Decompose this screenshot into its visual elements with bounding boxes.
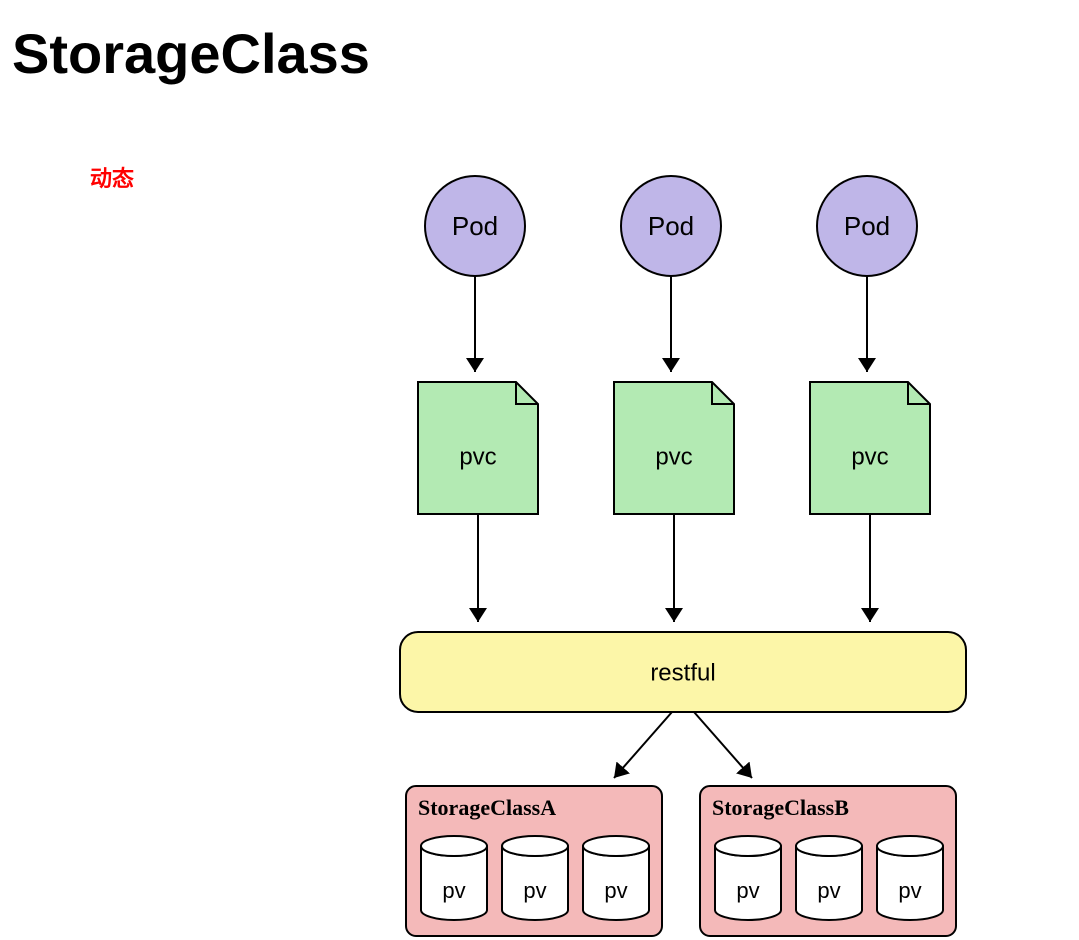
arrow-restful-to-sc xyxy=(694,712,752,778)
diagram-svg: StorageClass 动态 Pod Pod Pod pvc pvc pvc restful S… xyxy=(0,0,1079,940)
pv-label: pv xyxy=(736,878,759,903)
pv-cylinder: pv xyxy=(715,836,781,920)
pvc-node: pvc xyxy=(614,382,734,514)
pvc-label: pvc xyxy=(459,443,496,470)
restful-label: restful xyxy=(650,659,715,686)
pv-label: pv xyxy=(523,878,546,903)
pod-node: Pod xyxy=(817,176,917,276)
pv-cylinder: pv xyxy=(421,836,487,920)
pv-cylinder: pv xyxy=(796,836,862,920)
pvc-label: pvc xyxy=(655,443,692,470)
pod-label: Pod xyxy=(452,211,498,241)
pv-label: pv xyxy=(898,878,921,903)
pv-label: pv xyxy=(442,878,465,903)
page: StorageClass 动态 Pod Pod Pod pvc pvc pvc restful S… xyxy=(0,0,1079,940)
pod-node: Pod xyxy=(621,176,721,276)
subtitle-dynamic: 动态 xyxy=(90,166,134,191)
restful-node: restful xyxy=(400,632,966,712)
pv-label: pv xyxy=(604,878,627,903)
pv-label: pv xyxy=(817,878,840,903)
pv-cylinder: pv xyxy=(583,836,649,920)
pv-cylinder: pv xyxy=(877,836,943,920)
page-title: StorageClass xyxy=(12,22,370,85)
pod-node: Pod xyxy=(425,176,525,276)
storage-class-node: StorageClassA pv pv pv xyxy=(406,786,662,936)
storage-class-title: StorageClassB xyxy=(712,795,849,820)
pv-cylinder: pv xyxy=(502,836,568,920)
pod-label: Pod xyxy=(844,211,890,241)
storage-class-node: StorageClassB pv pv pv xyxy=(700,786,956,936)
pod-label: Pod xyxy=(648,211,694,241)
pvc-label: pvc xyxy=(851,443,888,470)
storage-class-title: StorageClassA xyxy=(418,795,556,820)
pvc-node: pvc xyxy=(418,382,538,514)
arrow-restful-to-sc xyxy=(614,712,672,778)
pvc-node: pvc xyxy=(810,382,930,514)
